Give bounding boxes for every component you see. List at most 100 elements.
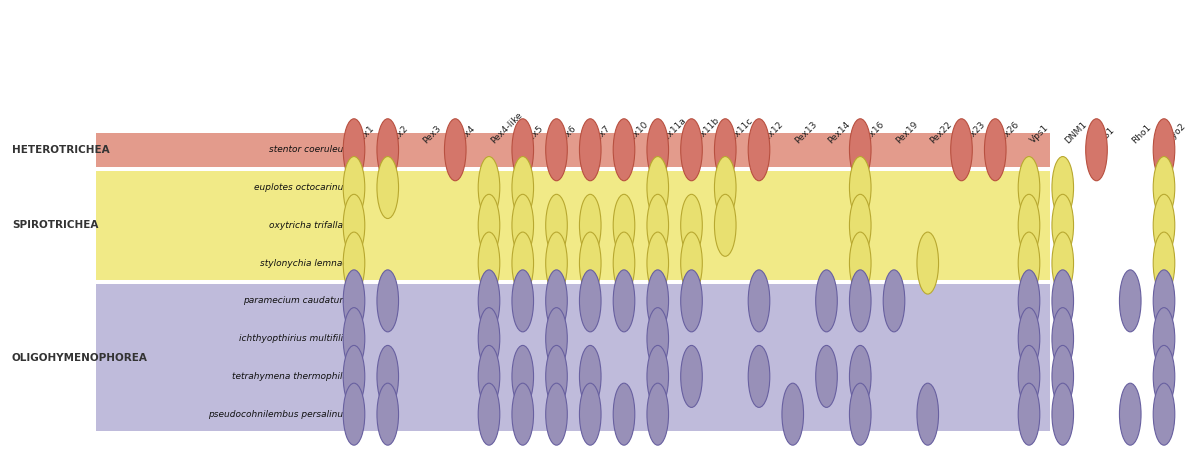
Ellipse shape (1153, 383, 1175, 445)
Text: Pex11a: Pex11a (658, 116, 688, 145)
Ellipse shape (580, 270, 601, 332)
Ellipse shape (613, 194, 635, 256)
Ellipse shape (850, 383, 871, 445)
Text: Pex19: Pex19 (894, 119, 919, 145)
Ellipse shape (343, 270, 365, 332)
Ellipse shape (1019, 194, 1039, 256)
Text: Pex11c: Pex11c (725, 116, 755, 145)
Ellipse shape (512, 345, 534, 408)
Text: oxytricha trifallax: oxytricha trifallax (269, 221, 348, 230)
Ellipse shape (1052, 383, 1074, 445)
Text: FIS1: FIS1 (1097, 125, 1116, 145)
Ellipse shape (1052, 232, 1074, 294)
Ellipse shape (377, 270, 398, 332)
Ellipse shape (546, 270, 568, 332)
Ellipse shape (1052, 156, 1074, 219)
Text: paramecium caudatum: paramecium caudatum (242, 296, 348, 305)
Ellipse shape (580, 119, 601, 181)
Text: ichthyopthirius multifilis: ichthyopthirius multifilis (239, 334, 348, 343)
Ellipse shape (512, 270, 534, 332)
Ellipse shape (647, 383, 668, 445)
Text: Pex14: Pex14 (827, 119, 852, 145)
Ellipse shape (1019, 383, 1039, 445)
Ellipse shape (917, 232, 938, 294)
Ellipse shape (546, 345, 568, 408)
Ellipse shape (478, 307, 499, 370)
Ellipse shape (647, 270, 668, 332)
Ellipse shape (1153, 270, 1175, 332)
Ellipse shape (850, 194, 871, 256)
Text: Pex2: Pex2 (388, 124, 409, 145)
Ellipse shape (1153, 156, 1175, 219)
Ellipse shape (512, 194, 534, 256)
Text: Pex23: Pex23 (961, 119, 988, 145)
Ellipse shape (613, 270, 635, 332)
Text: DNM1: DNM1 (1063, 119, 1088, 145)
Ellipse shape (1019, 232, 1039, 294)
Ellipse shape (343, 345, 365, 408)
Ellipse shape (1052, 270, 1074, 332)
Ellipse shape (343, 307, 365, 370)
Ellipse shape (478, 232, 499, 294)
Text: Pex5: Pex5 (523, 124, 545, 145)
Ellipse shape (1153, 194, 1175, 256)
Ellipse shape (512, 119, 534, 181)
Ellipse shape (613, 232, 635, 294)
Ellipse shape (478, 194, 499, 256)
Ellipse shape (950, 119, 972, 181)
Ellipse shape (714, 119, 736, 181)
Ellipse shape (546, 194, 568, 256)
Ellipse shape (1153, 119, 1175, 181)
Ellipse shape (478, 345, 499, 408)
Ellipse shape (613, 119, 635, 181)
Ellipse shape (580, 194, 601, 256)
Ellipse shape (1086, 119, 1108, 181)
Ellipse shape (816, 270, 838, 332)
Ellipse shape (580, 345, 601, 408)
Text: Pex4-like: Pex4-like (490, 110, 524, 145)
Ellipse shape (546, 119, 568, 181)
Ellipse shape (343, 119, 365, 181)
Ellipse shape (816, 345, 838, 408)
Ellipse shape (850, 156, 871, 219)
Text: Rho1: Rho1 (1130, 122, 1153, 145)
Ellipse shape (782, 383, 804, 445)
Ellipse shape (917, 383, 938, 445)
Ellipse shape (1153, 232, 1175, 294)
Ellipse shape (343, 156, 365, 219)
Text: Pex11b: Pex11b (691, 115, 721, 145)
Text: OLIGOHYMENOPHOREA: OLIGOHYMENOPHOREA (12, 352, 148, 363)
Ellipse shape (883, 270, 905, 332)
Ellipse shape (647, 345, 668, 408)
Ellipse shape (1120, 270, 1141, 332)
Ellipse shape (1019, 270, 1039, 332)
Text: euplotes octocarinus: euplotes octocarinus (254, 183, 348, 192)
Ellipse shape (647, 119, 668, 181)
Ellipse shape (1019, 156, 1039, 219)
Text: Pex4: Pex4 (455, 124, 476, 145)
Ellipse shape (1019, 307, 1039, 370)
Ellipse shape (613, 383, 635, 445)
Ellipse shape (343, 383, 365, 445)
Text: HETEROTRICHEA: HETEROTRICHEA (12, 145, 109, 155)
Ellipse shape (1120, 383, 1141, 445)
Ellipse shape (1019, 345, 1039, 408)
Ellipse shape (850, 119, 871, 181)
Ellipse shape (647, 307, 668, 370)
Ellipse shape (647, 194, 668, 256)
Ellipse shape (377, 383, 398, 445)
Text: Pex1: Pex1 (354, 124, 376, 145)
Text: Pex3: Pex3 (421, 124, 443, 145)
Ellipse shape (343, 194, 365, 256)
Text: Pex6: Pex6 (557, 124, 578, 145)
Ellipse shape (749, 345, 770, 408)
Ellipse shape (546, 307, 568, 370)
Text: SPIROTRICHEA: SPIROTRICHEA (12, 220, 98, 230)
Text: Pex10: Pex10 (624, 119, 649, 145)
Ellipse shape (546, 383, 568, 445)
Ellipse shape (984, 119, 1006, 181)
Ellipse shape (1153, 307, 1175, 370)
Ellipse shape (478, 270, 499, 332)
Ellipse shape (343, 232, 365, 294)
Ellipse shape (850, 270, 871, 332)
